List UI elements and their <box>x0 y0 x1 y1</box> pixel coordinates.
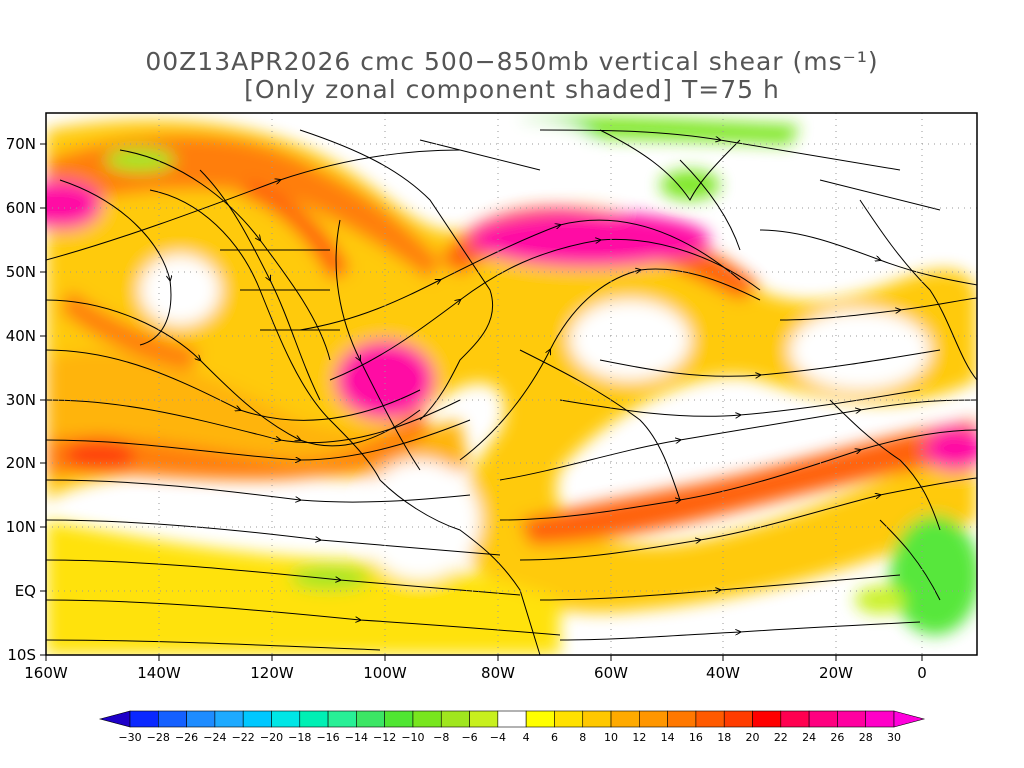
colorbar: −30 −28 −26 −24 −22 −20 −18 −16 −14 −12 −10 −8 −6 −4 4… <box>98 710 926 744</box>
axis-ticks <box>40 143 923 661</box>
lat-label: 10N <box>6 518 36 536</box>
map-frame <box>45 112 978 656</box>
coastlines <box>149 129 977 655</box>
lat-label: 20N <box>6 454 36 472</box>
longitude-labels: 160W 140W 120W 100W 80W 60W 40W 20W 0 <box>24 664 927 682</box>
lon-label: 60W <box>594 664 628 682</box>
colorbar-tick-label: 12 <box>632 731 646 744</box>
colorbar-swatch <box>497 710 527 728</box>
colorbar-tick-label: 18 <box>717 731 731 744</box>
streamlines <box>46 129 977 651</box>
lon-label: 40W <box>706 664 740 682</box>
colorbar-tick-label: −24 <box>203 731 226 744</box>
lat-label: EQ <box>15 582 36 600</box>
colorbar-swatch <box>356 710 385 728</box>
colorbar-swatch <box>384 710 414 728</box>
lon-label: 0 <box>917 664 927 682</box>
colorbar-tick-label: 8 <box>579 731 586 744</box>
graticule <box>46 113 977 655</box>
colorbar-swatch <box>299 710 329 728</box>
colorbar-tick-label: −4 <box>490 731 506 744</box>
lat-label: 30N <box>6 391 36 409</box>
colorbar-swatch <box>157 710 187 728</box>
colorbar-swatch <box>186 710 216 728</box>
colorbar-swatch <box>525 710 555 728</box>
colorbar-swatch <box>639 710 668 728</box>
colorbar-tick-label: 24 <box>802 731 816 744</box>
colorbar-swatch <box>752 710 782 728</box>
colorbar-tick-label: −30 <box>118 731 141 744</box>
chart-title: 00Z13APR2026 cmc 500−850mb vertical shea… <box>145 47 879 76</box>
colorbar-swatch <box>469 710 499 728</box>
colorbar-tick-label: 28 <box>859 731 873 744</box>
colorbar-tick-label: 30 <box>887 731 901 744</box>
colorbar-swatch <box>242 710 272 728</box>
colorbar-swatch <box>610 710 640 728</box>
colorbar-arrow-right <box>893 710 926 728</box>
colorbar-swatch <box>667 710 697 728</box>
colorbar-swatch <box>271 710 301 728</box>
colorbar-swatch <box>808 710 838 728</box>
colorbar-tick-label: −22 <box>232 731 255 744</box>
colorbar-arrow-left <box>98 710 131 728</box>
colorbar-tick-label: −14 <box>345 731 368 744</box>
lon-label: 160W <box>24 664 68 682</box>
lon-label: 20W <box>819 664 853 682</box>
colorbar-tick-label: 14 <box>661 731 675 744</box>
lat-label: 70N <box>6 135 36 153</box>
colorbar-swatch <box>582 710 612 728</box>
colorbar-tick-label: −6 <box>461 731 477 744</box>
colorbar-tick-label: −8 <box>433 731 449 744</box>
chart-subtitle: [Only zonal component shaded] T=75 h <box>244 75 780 104</box>
colorbar-swatch <box>214 710 244 728</box>
colorbar-swatch <box>837 710 867 728</box>
colorbar-tick-label: −26 <box>175 731 198 744</box>
colorbar-tick-label: 26 <box>830 731 844 744</box>
colorbar-tick-label: −16 <box>316 731 339 744</box>
lat-label: 60N <box>6 199 36 217</box>
latitude-labels: 70N 60N 50N 40N 30N 20N 10N EQ 10S <box>6 135 36 664</box>
colorbar-tick-label: 20 <box>746 731 760 744</box>
lon-label: 120W <box>250 664 294 682</box>
colorbar-tick-label: 16 <box>689 731 703 744</box>
colorbar-tick-label: −20 <box>260 731 283 744</box>
colorbar-tick-label: 10 <box>604 731 618 744</box>
colorbar-swatch <box>440 710 470 728</box>
lon-label: 80W <box>481 664 515 682</box>
lon-label: 140W <box>137 664 181 682</box>
colorbar-swatch <box>695 710 725 728</box>
colorbar-tick-label: −18 <box>288 731 311 744</box>
colorbar-tick-label: 4 <box>523 731 530 744</box>
colorbar-swatch <box>129 710 159 728</box>
lat-label: 50N <box>6 263 36 281</box>
colorbar-swatch <box>554 710 584 728</box>
colorbar-tick-label: 22 <box>774 731 788 744</box>
colorbar-swatch <box>412 710 442 728</box>
colorbar-tick-label: 6 <box>551 731 558 744</box>
colorbar-swatch <box>865 710 895 728</box>
lon-label: 100W <box>363 664 407 682</box>
colorbar-swatch <box>780 710 810 728</box>
colorbar-tick-label: −10 <box>401 731 424 744</box>
colorbar-swatch <box>723 710 753 728</box>
colorbar-swatch <box>327 710 357 728</box>
colorbar-tick-label: −12 <box>373 731 396 744</box>
colorbar-tick-label: −28 <box>147 731 170 744</box>
lat-label: 10S <box>7 646 36 664</box>
lat-label: 40N <box>6 327 36 345</box>
